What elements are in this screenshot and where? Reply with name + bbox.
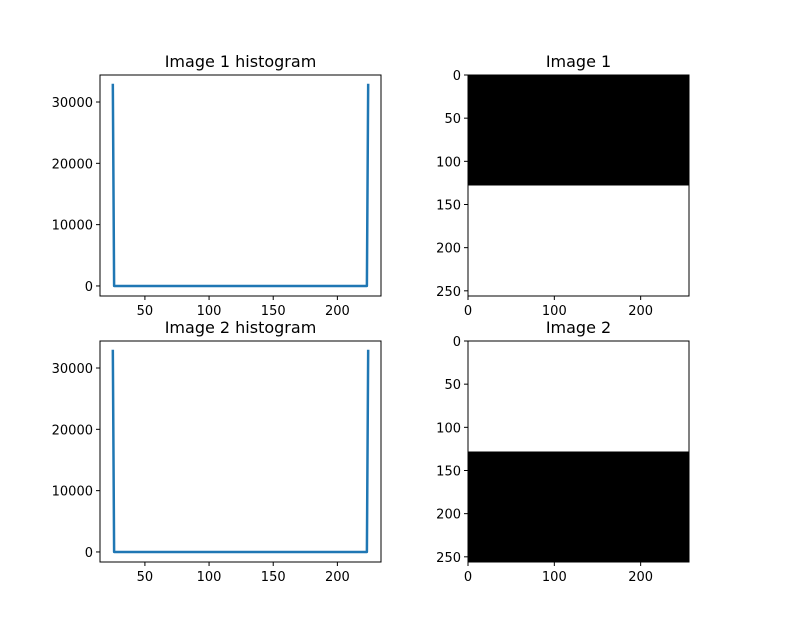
axes-frame bbox=[467, 74, 690, 297]
axes-frame bbox=[467, 340, 690, 563]
axes-frame bbox=[99, 340, 382, 563]
x-tick-label: 200 bbox=[325, 570, 350, 585]
y-tick-label: 20000 bbox=[52, 157, 93, 172]
x-tick-label: 0 bbox=[464, 570, 472, 585]
x-tick-label: 50 bbox=[137, 304, 154, 319]
image-band bbox=[468, 185, 689, 296]
x-tick-label: 200 bbox=[325, 304, 350, 319]
subplot-title: Image 2 histogram bbox=[165, 318, 317, 337]
x-tick-label: 150 bbox=[261, 304, 286, 319]
y-tick-label: 0 bbox=[453, 335, 461, 350]
x-tick-label: 100 bbox=[542, 304, 567, 319]
x-tick-label: 100 bbox=[197, 304, 222, 319]
x-tick-label: 200 bbox=[628, 304, 653, 319]
subplot-4: 0 100 200 0 50 100 150 200 250 Image 2 bbox=[436, 318, 690, 585]
y-tick-label: 20000 bbox=[52, 423, 93, 438]
y-tick-label: 200 bbox=[436, 242, 461, 257]
subplot-title: Image 1 histogram bbox=[165, 52, 317, 71]
y-tick-label: 50 bbox=[444, 378, 461, 393]
y-tick-label: 10000 bbox=[52, 219, 93, 234]
y-tick-label: 100 bbox=[436, 421, 461, 436]
y-tick-label: 0 bbox=[85, 546, 93, 561]
y-tick-label: 250 bbox=[436, 551, 461, 566]
y-tick-label: 200 bbox=[436, 508, 461, 523]
subplot-title: Image 2 bbox=[546, 318, 611, 337]
subplot-3: 50 100 150 200 0 10000 20000 30000 Image 2 histo… bbox=[52, 318, 382, 585]
y-tick-label: 50 bbox=[444, 112, 461, 127]
image-band bbox=[468, 75, 689, 186]
histogram-line bbox=[111, 83, 370, 288]
axes-frame bbox=[99, 74, 382, 297]
x-tick-label: 200 bbox=[628, 570, 653, 585]
image-band bbox=[468, 451, 689, 562]
y-tick-label: 30000 bbox=[52, 96, 93, 111]
y-tick-label: 150 bbox=[436, 464, 461, 479]
x-tick-label: 150 bbox=[261, 570, 286, 585]
y-tick-label: 0 bbox=[453, 69, 461, 84]
x-tick-label: 100 bbox=[197, 570, 222, 585]
x-tick-label: 100 bbox=[542, 570, 567, 585]
y-tick-label: 10000 bbox=[52, 485, 93, 500]
histogram-line bbox=[111, 349, 370, 554]
image-band bbox=[468, 341, 689, 452]
y-tick-label: 30000 bbox=[52, 362, 93, 377]
x-tick-label: 50 bbox=[137, 570, 154, 585]
y-tick-label: 250 bbox=[436, 285, 461, 300]
x-tick-label: 0 bbox=[464, 304, 472, 319]
y-tick-label: 0 bbox=[85, 280, 93, 295]
y-tick-label: 150 bbox=[436, 198, 461, 213]
subplot-2: 0 100 200 0 50 100 150 200 250 Image 1 bbox=[436, 52, 690, 319]
subplot-1: 50 100 150 200 0 10000 20000 30000 Image 1 histo… bbox=[52, 52, 382, 319]
subplot-title: Image 1 bbox=[546, 52, 611, 71]
y-tick-label: 100 bbox=[436, 155, 461, 170]
